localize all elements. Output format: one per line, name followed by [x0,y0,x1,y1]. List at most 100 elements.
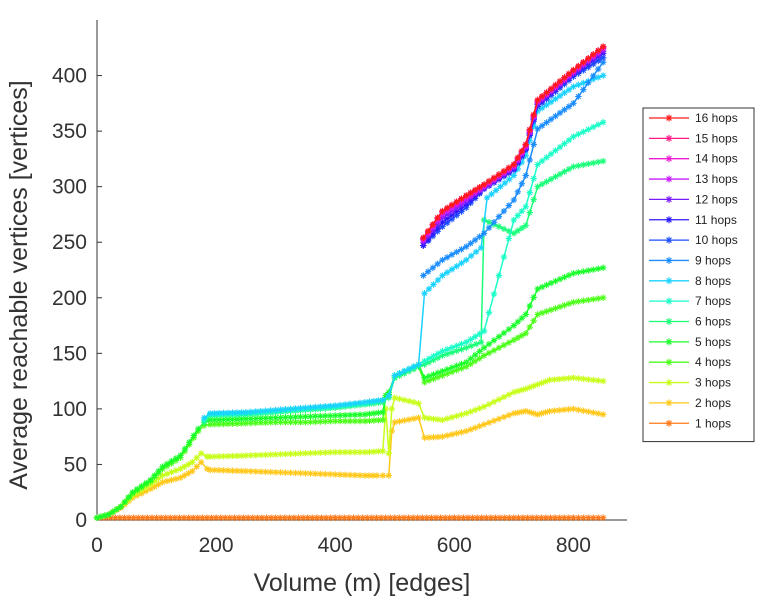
data-point-marker [530,111,537,119]
data-point-marker [168,476,175,484]
data-point-marker [552,112,559,120]
data-point-marker [575,81,582,89]
data-point-marker [172,455,180,462]
data-point-marker [247,408,255,416]
data-point-marker [434,276,442,284]
data-point-marker [538,180,546,188]
legend-item: 10 hops [649,233,738,247]
data-point-marker [580,514,587,521]
data-point-marker [463,256,470,264]
series-1-hops [93,514,607,521]
data-point-marker [453,263,460,270]
data-point-marker [505,164,513,171]
data-point-marker [133,485,141,493]
data-point-marker [379,472,387,479]
data-point-marker [534,183,541,190]
data-point-marker [538,283,546,291]
data-point-marker [336,401,344,409]
data-point-marker [448,344,456,351]
data-point-marker [453,342,460,349]
data-point-marker [379,416,387,424]
data-point-marker [448,251,456,258]
data-point-marker [463,243,470,250]
data-point-marker [351,471,359,479]
data-point-marker [463,359,470,366]
data-point-marker [552,95,559,103]
data-point-marker [401,367,408,375]
data-point-marker [370,397,378,405]
series-8-hops [200,72,607,421]
data-point-marker [500,393,508,401]
data-point-marker [530,175,537,182]
data-point-marker [595,121,602,128]
data-point-marker [396,418,403,425]
data-point-marker [356,449,364,456]
data-point-marker [510,161,518,168]
data-point-marker [208,514,215,521]
data-point-marker [570,374,577,381]
data-point-marker [510,322,518,329]
legend-item: 11 hops [649,213,737,227]
data-point-marker [432,514,440,521]
data-point-marker [206,466,214,474]
data-point-marker [405,397,413,405]
data-point-marker [453,362,460,369]
data-point-marker [341,401,349,408]
series-5-hops [93,264,607,521]
legend-item: 6 hops [649,315,731,329]
data-point-marker [490,398,498,406]
data-point-marker [547,150,555,158]
data-point-marker [534,96,541,104]
data-point-marker [458,411,465,418]
data-point-marker [361,399,369,406]
x-axis-label: Volume (m) [edges] [254,569,471,597]
data-point-marker [510,216,518,224]
data-point-marker [570,299,577,306]
data-point-marker [463,339,470,346]
data-point-marker [477,339,485,346]
data-point-marker [476,355,483,362]
data-point-marker [514,334,522,341]
data-point-marker [463,344,470,351]
data-point-marker [148,514,156,521]
legend-item: 12 hops [649,192,738,206]
data-point-marker [448,266,456,273]
data-point-marker [410,399,418,406]
data-point-marker [575,62,582,70]
data-point-marker [420,234,427,241]
data-point-marker [405,365,413,373]
data-point-marker [373,472,381,479]
data-point-marker [332,402,339,409]
data-point-marker [522,222,529,229]
data-point-marker [501,514,508,521]
data-point-marker [297,450,304,457]
data-point-marker [391,419,398,426]
data-point-marker [467,355,474,362]
data-point-marker [495,344,503,351]
data-point-marker [421,357,428,365]
legend-item: 7 hops [649,294,731,308]
legend-marker [665,216,673,224]
data-point-marker [125,493,132,501]
data-point-marker [430,281,437,288]
data-point-marker [336,514,343,521]
data-point-marker [391,394,398,401]
data-point-marker [117,503,125,510]
data-point-marker [193,454,200,461]
legend-label: 4 hops [695,355,731,369]
data-point-marker [556,92,564,100]
data-point-marker [590,409,597,416]
data-point-marker [590,159,597,167]
data-point-marker [415,414,422,421]
data-point-marker [386,514,394,521]
data-point-marker [385,450,392,457]
data-point-marker [485,419,493,426]
data-point-marker [495,333,503,340]
data-point-marker [229,467,236,474]
data-point-marker [453,430,460,437]
data-point-marker [485,401,493,408]
data-point-marker [514,154,522,161]
data-point-marker [302,419,309,426]
data-point-marker [443,366,451,373]
legend-label: 10 hops [695,233,738,247]
